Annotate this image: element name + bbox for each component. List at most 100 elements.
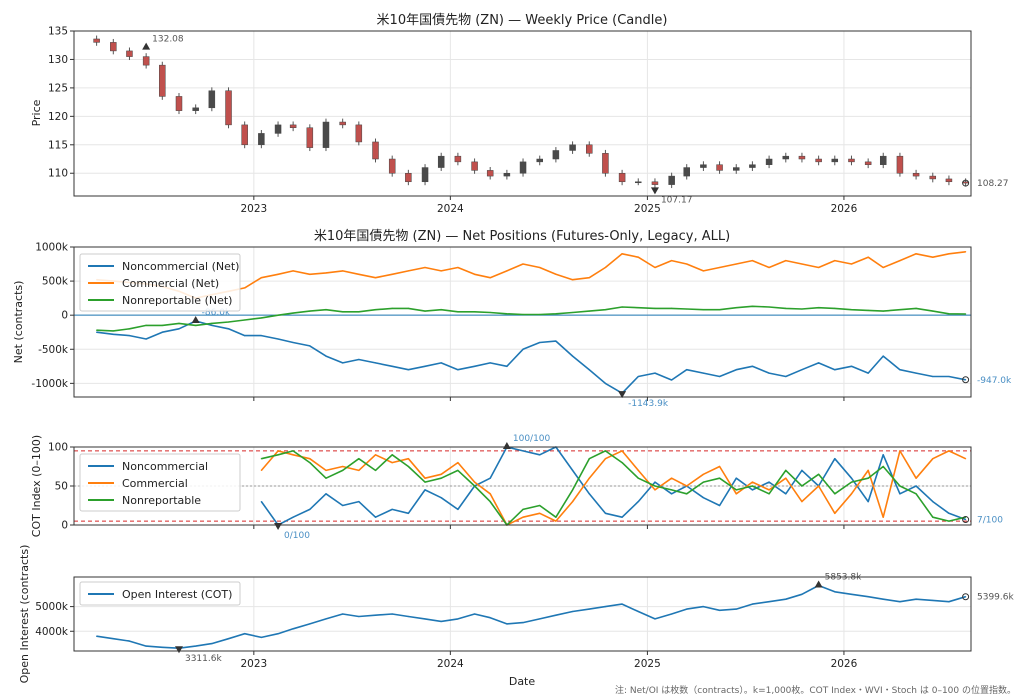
net-panel: 米10年国債先物 (ZN) — Net Positions (Futures-O… [12, 229, 1012, 409]
data-point [801, 263, 803, 265]
data-point [915, 598, 917, 600]
candle-body [864, 161, 872, 165]
data-point [899, 601, 901, 603]
data-point [948, 253, 950, 255]
candle-body [339, 121, 346, 126]
y-tick-label: 0 [61, 310, 68, 322]
data-point [260, 501, 262, 503]
data-point [555, 340, 557, 342]
candle-body [602, 153, 609, 174]
data-point [751, 305, 754, 307]
data-point [424, 266, 426, 269]
net-title: 米10年国債先物 (ZN) — Net Positions (Futures-O… [314, 229, 730, 244]
min-label: 3311.6k [185, 654, 222, 664]
data-point [850, 493, 853, 495]
data-point [735, 369, 737, 371]
data-point [325, 618, 327, 620]
legend-label: Nonreportable [122, 494, 201, 507]
data-point [342, 362, 344, 364]
candle-body [782, 155, 790, 160]
y-tick-label: 110 [48, 168, 68, 180]
data-point [407, 465, 409, 468]
data-point [260, 458, 262, 460]
data-point [899, 485, 901, 487]
candle-body [635, 181, 642, 184]
data-point [882, 355, 884, 357]
data-point [768, 489, 770, 491]
data-point [637, 375, 639, 378]
data-point [588, 608, 590, 610]
data-point [588, 310, 590, 312]
data-point [571, 501, 574, 503]
y-tick-label: 130 [48, 54, 68, 66]
data-point [342, 270, 344, 272]
data-point [457, 618, 459, 620]
net-ylabel: Net (contracts) [12, 281, 25, 364]
candle-body [503, 172, 511, 177]
data-point [801, 308, 803, 310]
data-point [915, 307, 917, 309]
data-point [391, 365, 393, 367]
data-point [457, 469, 459, 471]
data-point [751, 485, 754, 487]
data-point [834, 493, 836, 495]
data-point [244, 319, 246, 321]
data-point [440, 270, 442, 272]
series-line [260, 450, 966, 526]
data-point [671, 379, 673, 381]
candle-body [175, 96, 183, 111]
data-point [965, 596, 967, 598]
x-axis-label: Date [509, 675, 536, 688]
data-point [112, 330, 114, 332]
data-point [342, 311, 344, 313]
data-point [751, 260, 754, 262]
data-point [571, 610, 574, 613]
data-point [145, 338, 147, 340]
oi-x-ticks: 2023 2024 2025 2026 [240, 651, 858, 670]
data-point [161, 331, 163, 333]
data-point [637, 501, 639, 503]
data-point [358, 273, 360, 275]
data-point [391, 454, 393, 456]
max-marker [142, 42, 151, 50]
oi-y-ticks: 4000k 5000k [35, 601, 74, 638]
min-marker [618, 391, 627, 399]
data-point [522, 622, 524, 624]
price-title: 米10年国債先物 (ZN) — Weekly Price (Candle) [377, 13, 668, 28]
max-marker [814, 580, 823, 588]
candle-body [421, 167, 429, 183]
data-point [342, 504, 344, 507]
data-point [374, 277, 377, 279]
data-point [473, 311, 476, 313]
data-point [424, 477, 426, 479]
data-point [391, 273, 393, 275]
data-point [457, 311, 459, 313]
data-point [407, 512, 409, 514]
series-line [96, 320, 966, 395]
candle-body [388, 158, 396, 174]
data-point [325, 355, 327, 357]
data-point [161, 324, 163, 327]
min-marker [650, 187, 659, 195]
data-point [654, 372, 656, 374]
data-point [604, 606, 607, 608]
data-point [145, 324, 147, 327]
data-point [292, 454, 294, 456]
candle-body [848, 158, 855, 163]
data-point [325, 469, 327, 471]
data-point [965, 458, 967, 460]
last-label: 5399.6k [977, 593, 1014, 603]
data-point [686, 485, 688, 487]
last-marker [962, 516, 970, 524]
price-annotations: 132.08 107.17 108.27 [142, 35, 1009, 205]
data-point [539, 512, 541, 514]
data-point [702, 473, 705, 475]
legend-label: Nonreportable (Net) [122, 294, 232, 307]
data-point [588, 493, 590, 495]
data-point [424, 618, 426, 620]
legend-box [79, 581, 241, 606]
data-point [671, 613, 673, 615]
data-point [604, 382, 607, 384]
data-point [244, 633, 246, 635]
